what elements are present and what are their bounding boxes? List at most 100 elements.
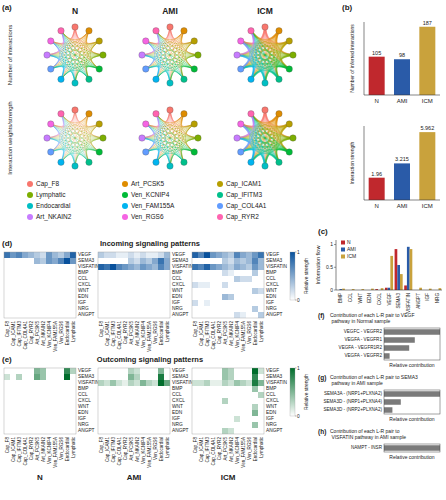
- bar: [385, 288, 388, 290]
- cell: [152, 276, 158, 282]
- legend-swatch: [341, 255, 345, 259]
- row-label: ANGPT: [266, 428, 283, 433]
- cell: [22, 300, 28, 306]
- cell: [228, 264, 234, 270]
- cell: [40, 300, 46, 306]
- node: [72, 163, 78, 169]
- colorbar-tick-label: 0: [297, 414, 300, 419]
- legend-label: ICM: [347, 253, 356, 259]
- cell: [4, 306, 10, 312]
- cell: [158, 428, 164, 434]
- legend-swatch: [341, 241, 345, 245]
- cell: [70, 386, 76, 392]
- cell: [116, 300, 122, 306]
- row-label: VISFATIN: [78, 380, 100, 385]
- node: [286, 38, 292, 44]
- cell: [64, 404, 70, 410]
- y-tick-label: VEGFA - VEGFR1: [344, 337, 382, 342]
- cell: [58, 294, 64, 300]
- column-label: Cap_IFITM3: [111, 437, 116, 463]
- bar: [384, 337, 415, 343]
- cell: [210, 282, 216, 288]
- cell: [252, 258, 258, 264]
- title-line: pathway in AMI sample: [330, 380, 383, 386]
- cell: [28, 300, 34, 306]
- cell: [98, 398, 104, 404]
- bars: [369, 132, 436, 200]
- cell: [134, 306, 140, 312]
- cell: [116, 386, 122, 392]
- legend-label: Lymphatic: [36, 191, 66, 199]
- node: [248, 159, 254, 165]
- cell: [228, 380, 234, 386]
- cell: [10, 252, 16, 258]
- cell: [246, 276, 252, 282]
- cell: [140, 380, 146, 386]
- cell: [128, 386, 134, 392]
- x-tick-label: EDN: [367, 293, 372, 303]
- node: [290, 135, 296, 141]
- legend-swatch: [122, 214, 128, 220]
- network: [139, 24, 201, 86]
- cell: [164, 294, 170, 300]
- edge: [142, 138, 158, 162]
- cell: [228, 252, 234, 258]
- row-label: NRG: [78, 306, 89, 311]
- cell: [122, 380, 128, 386]
- edge: [47, 138, 63, 162]
- cell: [10, 428, 16, 434]
- row-label: NRG: [266, 306, 277, 311]
- cell: [4, 264, 10, 270]
- column-label: Cap_F8: [99, 437, 104, 454]
- cell: [58, 410, 64, 416]
- cell: [216, 282, 222, 288]
- column-label: Cap_ICAM1: [11, 437, 16, 462]
- cell: [258, 312, 264, 318]
- cell: [46, 276, 52, 282]
- cell: [28, 404, 34, 410]
- cell: [40, 398, 46, 404]
- cell: [64, 312, 70, 318]
- cell: [104, 306, 110, 312]
- column-label: Cap_COL4A1: [117, 321, 122, 350]
- cell: [40, 416, 46, 422]
- cell: [16, 392, 22, 398]
- cell: [64, 276, 70, 282]
- cell: [152, 422, 158, 428]
- cell: [216, 294, 222, 300]
- cell: [204, 410, 210, 416]
- cell: [134, 428, 140, 434]
- bar: [419, 27, 435, 95]
- cell: [70, 392, 76, 398]
- cell: [216, 264, 222, 270]
- node: [58, 159, 64, 165]
- cell: [34, 404, 40, 410]
- cell: [70, 306, 76, 312]
- node: [48, 121, 54, 127]
- cell: [252, 368, 258, 374]
- colorbar: [290, 368, 295, 416]
- bars: [384, 329, 440, 359]
- cell: [198, 282, 204, 288]
- cell: [158, 294, 164, 300]
- cell: [152, 398, 158, 404]
- cell: [64, 380, 70, 386]
- cell: [10, 264, 16, 270]
- cell: [240, 270, 246, 276]
- cell: [216, 312, 222, 318]
- cell: [104, 398, 110, 404]
- cell: [122, 252, 128, 258]
- column-label: Cap_IFITM3: [17, 437, 22, 463]
- cell: [4, 374, 10, 380]
- cell: [152, 252, 158, 258]
- row-label: VEGF: [266, 252, 279, 257]
- cell: [34, 306, 40, 312]
- cell: [134, 368, 140, 374]
- node: [262, 80, 268, 86]
- cell: [152, 294, 158, 300]
- cell: [98, 258, 104, 264]
- cell: [34, 410, 40, 416]
- cell: [252, 374, 258, 380]
- node: [191, 38, 197, 44]
- cell: [140, 300, 146, 306]
